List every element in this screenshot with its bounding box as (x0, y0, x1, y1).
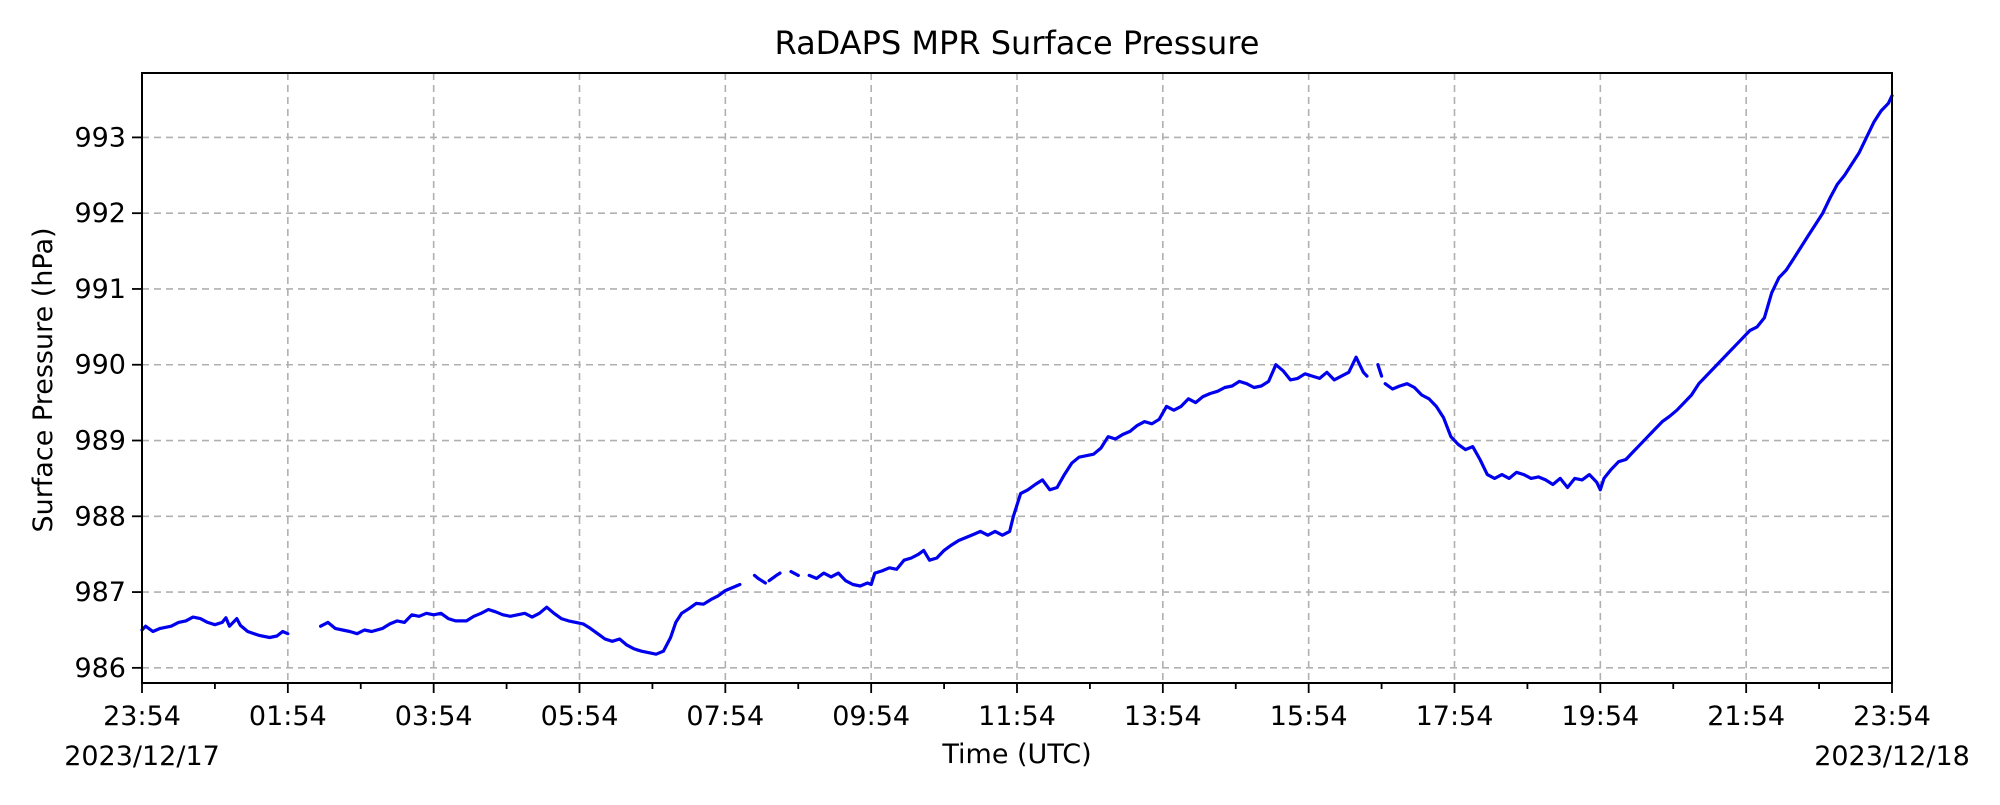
y-tick-label: 986 (74, 653, 126, 684)
series-line-segment (789, 570, 800, 577)
x-date-label: 2023/12/17 (64, 741, 220, 772)
series-line-segment (1383, 94, 1894, 492)
grid-lines (141, 73, 1893, 683)
series-line-segment (767, 571, 782, 583)
x-tick-label: 03:54 (395, 701, 473, 732)
y-tick-label: 987 (74, 577, 126, 608)
chart-title: RaDAPS MPR Surface Pressure (775, 24, 1260, 62)
x-tick-label: 17:54 (1416, 701, 1494, 732)
x-tick-label: 01:54 (249, 701, 327, 732)
x-tick-label: 23:54 (103, 701, 181, 732)
y-tick-label: 990 (74, 350, 126, 381)
series-line-segment (807, 355, 1369, 588)
axis-ticks (132, 136, 1893, 693)
x-date-label: 2023/12/18 (1814, 741, 1970, 772)
series-layer (140, 94, 1894, 656)
y-tick-label: 988 (74, 501, 126, 532)
x-tick-label: 05:54 (541, 701, 619, 732)
x-tick-label: 07:54 (686, 701, 764, 732)
x-tick-label: 13:54 (1124, 701, 1202, 732)
y-tick-label: 992 (74, 198, 126, 229)
y-tick-label: 991 (74, 274, 126, 305)
y-tick-label: 989 (74, 426, 126, 457)
x-tick-label: 15:54 (1270, 701, 1348, 732)
y-tick-label: 993 (74, 122, 126, 153)
x-tick-label: 09:54 (832, 701, 910, 732)
series-line-segment (1376, 363, 1384, 378)
series-line-segment (140, 615, 290, 640)
x-tick-label: 11:54 (978, 701, 1056, 732)
series-line-segment (319, 582, 742, 656)
series-line-segment (752, 573, 767, 585)
x-axis-label: Time (UTC) (941, 739, 1091, 770)
axis-tick-labels: 23:54 01:54 03:54 05:54 07:54 09:54 11:54 13:54… (64, 122, 1970, 772)
x-tick-label: 23:54 (1853, 701, 1931, 732)
x-tick-label: 21:54 (1707, 701, 1785, 732)
x-tick-label: 19:54 (1561, 701, 1639, 732)
y-axis-label: Surface Pressure (hPa) (28, 227, 59, 532)
